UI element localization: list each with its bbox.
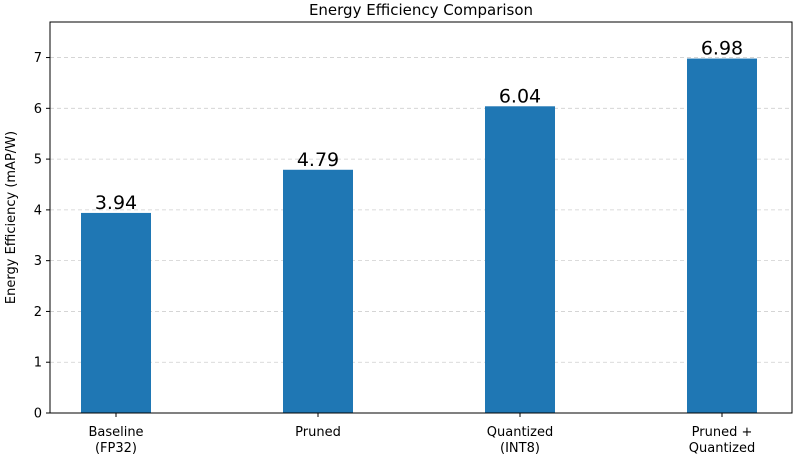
y-tick-label: 1 bbox=[34, 356, 42, 371]
x-tick-label: Quantized (INT8) bbox=[487, 425, 553, 456]
y-tick-label: 2 bbox=[34, 305, 42, 320]
x-tick-label-line: (FP32) bbox=[95, 441, 137, 456]
y-axis-label: Energy Efficiency (mAP/W) bbox=[4, 131, 19, 304]
data-label: 3.94 bbox=[95, 192, 137, 214]
y-tick-label: 5 bbox=[34, 153, 42, 168]
bars bbox=[81, 58, 757, 414]
y-tick-label: 6 bbox=[34, 102, 42, 117]
y-axis-ticks: 0 1 2 3 4 5 6 7 bbox=[34, 51, 50, 422]
bar bbox=[81, 212, 151, 413]
axes-frame bbox=[49, 21, 793, 414]
bar bbox=[687, 58, 757, 414]
x-tick-label-line: Pruned bbox=[295, 425, 341, 440]
bar bbox=[485, 106, 555, 413]
x-tick-label-line: Quantized bbox=[689, 441, 755, 456]
x-tick-label-line: Pruned + bbox=[692, 425, 753, 440]
x-tick-label-line: Baseline bbox=[88, 425, 143, 440]
x-tick-label: Baseline (FP32) bbox=[88, 425, 143, 456]
chart-title: Energy Efficiency Comparison bbox=[309, 1, 533, 19]
y-tick-label: 4 bbox=[34, 203, 42, 218]
data-labels: 3.94 4.79 6.04 6.98 bbox=[95, 38, 743, 214]
bar bbox=[283, 169, 353, 413]
y-tick-label: 0 bbox=[34, 407, 42, 422]
data-label: 6.04 bbox=[499, 85, 541, 107]
grid-lines bbox=[50, 57, 792, 363]
data-label: 4.79 bbox=[297, 149, 339, 171]
y-tick-label: 3 bbox=[34, 254, 42, 269]
x-tick-label-line: Quantized bbox=[487, 425, 553, 440]
x-tick-label-line: (INT8) bbox=[500, 441, 540, 456]
x-axis-ticks: Baseline (FP32)Pruned Quantized (INT8)Prune… bbox=[88, 413, 755, 456]
data-label: 6.98 bbox=[701, 38, 743, 60]
x-tick-label: Pruned bbox=[295, 425, 341, 440]
y-tick-label: 7 bbox=[34, 51, 42, 66]
x-tick-label: Pruned + Quantized bbox=[689, 425, 755, 456]
